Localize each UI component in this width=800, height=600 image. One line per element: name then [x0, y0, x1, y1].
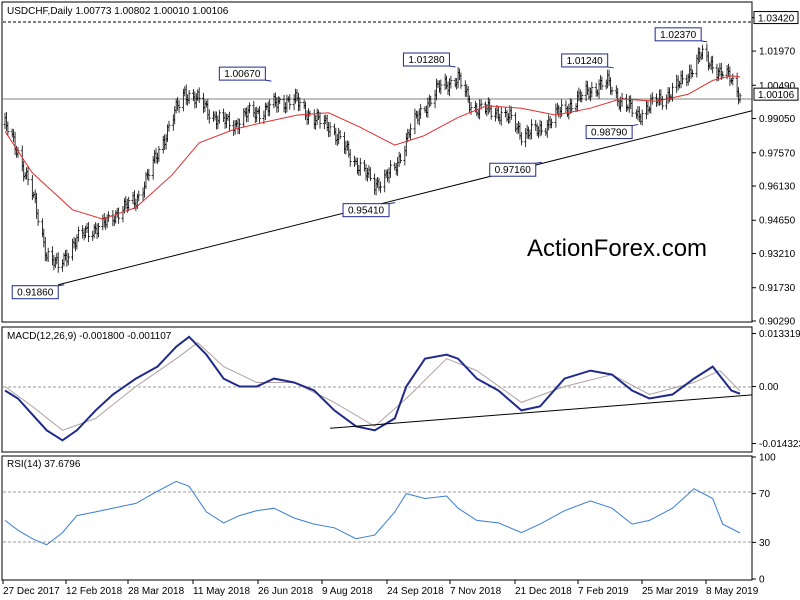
annotation-leader	[58, 284, 65, 287]
price-axis-label: 0.99050	[759, 114, 796, 125]
annotation-box	[342, 203, 390, 218]
annotation-label: 0.95410	[348, 206, 385, 217]
price-axis-label: 0.93210	[759, 249, 796, 260]
price-axis-label: 0.97570	[759, 148, 796, 159]
high-price-tag-label: 1.03420	[758, 14, 795, 25]
x-axis-label: 27 Dec 2017	[3, 586, 60, 597]
annotation-leader	[265, 79, 272, 82]
annotation-box	[561, 53, 609, 68]
price-axis-label: 0.96130	[759, 182, 796, 193]
annotation-label: 1.00670	[224, 69, 261, 80]
annotation-box	[11, 285, 59, 300]
annotation-leader	[535, 161, 542, 164]
price-axis-label: 1.01970	[759, 47, 796, 58]
watermark-text: ActionForex.com	[527, 235, 707, 262]
annotation-leader	[701, 40, 708, 43]
macd-panel-title: MACD(12,26,9) -0.001800 -0.001107	[7, 331, 172, 342]
price-axis-label: 0.94650	[759, 216, 796, 227]
current-price-tag-label: 1.00106	[758, 90, 795, 101]
rsi-axis-label: 0	[759, 575, 765, 586]
x-axis-label: 28 Mar 2018	[128, 586, 185, 597]
rsi-axis-label: 30	[759, 538, 771, 549]
price-axis-label: 0.90290	[759, 317, 796, 328]
macd-lines	[4, 335, 753, 442]
rsi-panel-frame	[1, 455, 753, 581]
annotation-label: 0.98790	[591, 128, 628, 139]
macd-panel-frame	[1, 326, 753, 453]
price-trendline	[58, 110, 753, 286]
annotation-label: 0.91860	[17, 288, 54, 299]
x-axis-label: 7 Nov 2018	[450, 586, 502, 597]
annotation-leader	[607, 66, 614, 69]
x-axis-label: 21 Dec 2018	[515, 586, 572, 597]
x-axis-label: 24 Sep 2018	[387, 586, 444, 597]
macd-signal-line	[4, 342, 741, 431]
annotation-label: 1.01280	[408, 55, 445, 66]
price-trendline-group	[58, 110, 753, 286]
rsi-panel-title: RSI(14) 37.6796	[7, 459, 81, 470]
annotation-box	[654, 27, 702, 42]
macd-axis-label: 0.013319	[759, 329, 800, 340]
annotation-box	[402, 52, 450, 67]
rsi-axis: 100 70 30 0	[752, 453, 776, 586]
macd-axis-label: 0.00	[759, 382, 779, 393]
price-axis-label: 0.91730	[759, 283, 796, 294]
price-axis: 1.03420 1.01970 1.00490 0.99050 0.97570 0.961…	[752, 11, 799, 328]
price-annotations: 0.91860 1.00670 0.95410 1.01280 0.97160 1.012…	[11, 27, 708, 300]
x-axis-label: 8 May 2019	[706, 586, 759, 597]
moving-average-line	[4, 75, 741, 220]
rsi-line	[4, 480, 741, 546]
price-panel-title: USDCHF,Daily 1.00773 1.00802 1.00010 1.0…	[7, 6, 229, 17]
x-axis-label: 26 Jun 2018	[258, 586, 313, 597]
x-axis-label: 11 May 2018	[193, 586, 251, 597]
x-axis-label: 12 Feb 2018	[66, 586, 123, 597]
x-axis-label: 25 Mar 2019	[642, 586, 699, 597]
macd-axis-label: -0.014323	[759, 439, 800, 450]
annotation-label: 1.02370	[660, 30, 697, 41]
high-price-tag	[753, 11, 799, 25]
annotation-box	[489, 162, 537, 177]
annotation-label: 0.97160	[495, 165, 532, 176]
current-price-tag	[753, 87, 799, 101]
price-axis-label: 1.00490	[759, 81, 796, 92]
x-axis-label: 7 Feb 2019	[578, 586, 629, 597]
annotation-label: 1.01240	[567, 56, 604, 67]
annotation-leader	[632, 124, 639, 127]
rsi-axis-label: 100	[759, 453, 776, 464]
x-axis: 27 Dec 2017 12 Feb 2018 28 Mar 2018 11 May …	[2, 580, 759, 597]
annotation-box	[218, 66, 266, 81]
macd-trendline	[330, 394, 753, 429]
macd-axis: 0.013319 0.00 -0.014323	[752, 329, 800, 450]
annotation-box	[585, 125, 633, 140]
rsi-axis-label: 70	[759, 489, 771, 500]
x-axis-label: 9 Aug 2018	[322, 586, 373, 597]
annotation-leader	[449, 65, 456, 68]
price-bars	[3, 43, 742, 273]
moving-average	[4, 75, 741, 220]
price-panel-frame	[1, 1, 753, 323]
annotation-leader	[388, 202, 396, 205]
rsi-line-group	[4, 480, 741, 546]
